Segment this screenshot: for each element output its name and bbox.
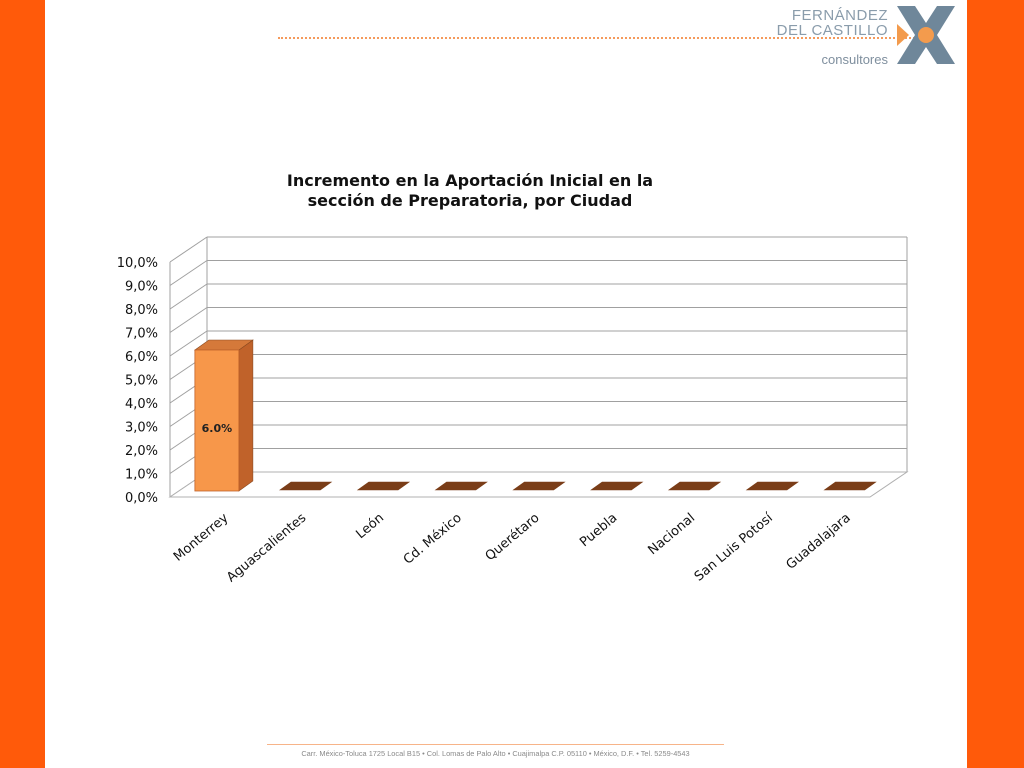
x-tick-label: Aguascalientes (224, 510, 309, 585)
y-tick-label: 9,0% (125, 280, 158, 295)
bar (274, 480, 338, 492)
gridline-side (169, 236, 208, 263)
bar (429, 480, 493, 492)
logo-subtitle: consultores (821, 52, 888, 67)
x-tick-label: Nacional (645, 511, 698, 559)
company-logo-icon (897, 6, 955, 64)
gridline-side (169, 260, 208, 286)
bar (585, 480, 649, 492)
x-tick-label: Guadalajara (784, 511, 854, 573)
gridline-side (169, 283, 208, 310)
x-tick-label: Puebla (577, 511, 620, 551)
bar-side (238, 339, 254, 492)
y-tick-label: 3,0% (125, 421, 158, 436)
gridline-side (169, 330, 208, 357)
x-tick-label: Querétaro (483, 511, 543, 565)
y-tick-label: 8,0% (125, 303, 158, 318)
x-tick-label: Monterrey (171, 510, 232, 564)
y-tick-label: 4,0% (125, 397, 158, 412)
logo-text-line2: DEL CASTILLO (776, 22, 888, 39)
x-tick-label: Cd. México (401, 511, 465, 568)
bar (740, 480, 804, 492)
bar (352, 480, 415, 492)
x-tick-label: León (353, 511, 387, 543)
y-tick-label: 10,0% (117, 256, 158, 271)
bar (507, 480, 571, 492)
y-tick-label: 6,0% (125, 350, 158, 365)
bar-chart: 0,0% 1,0% 2,0% 3,0% 4,0% 5,0% 6,0% 7,0% 8,0% 9,0%… (117, 236, 909, 585)
y-tick-label: 2,0% (125, 444, 158, 459)
bar (194, 349, 240, 492)
bar (818, 480, 882, 492)
y-tick-label: 1,0% (125, 468, 158, 483)
y-tick-label: 5,0% (125, 374, 158, 389)
gridline-side (169, 307, 208, 333)
footer-divider (267, 744, 724, 745)
x-tick-label: San Luis Potosí (692, 510, 776, 584)
footer-address: Carr. México-Toluca 1725 Local B15 • Col… (301, 749, 690, 758)
bar (663, 480, 726, 492)
logo-text-line1: FERNÁNDEZ (791, 7, 888, 24)
y-tick-label: 7,0% (125, 327, 158, 342)
y-tick-label: 0,0% (125, 491, 158, 506)
slide: FERNÁNDEZ DEL CASTILLO consultores Incre… (45, 0, 967, 768)
data-label: 6.0% (202, 422, 233, 435)
chart-title: Incremento en la Aportación Inicial en l… (286, 171, 654, 210)
header-divider (278, 37, 918, 39)
